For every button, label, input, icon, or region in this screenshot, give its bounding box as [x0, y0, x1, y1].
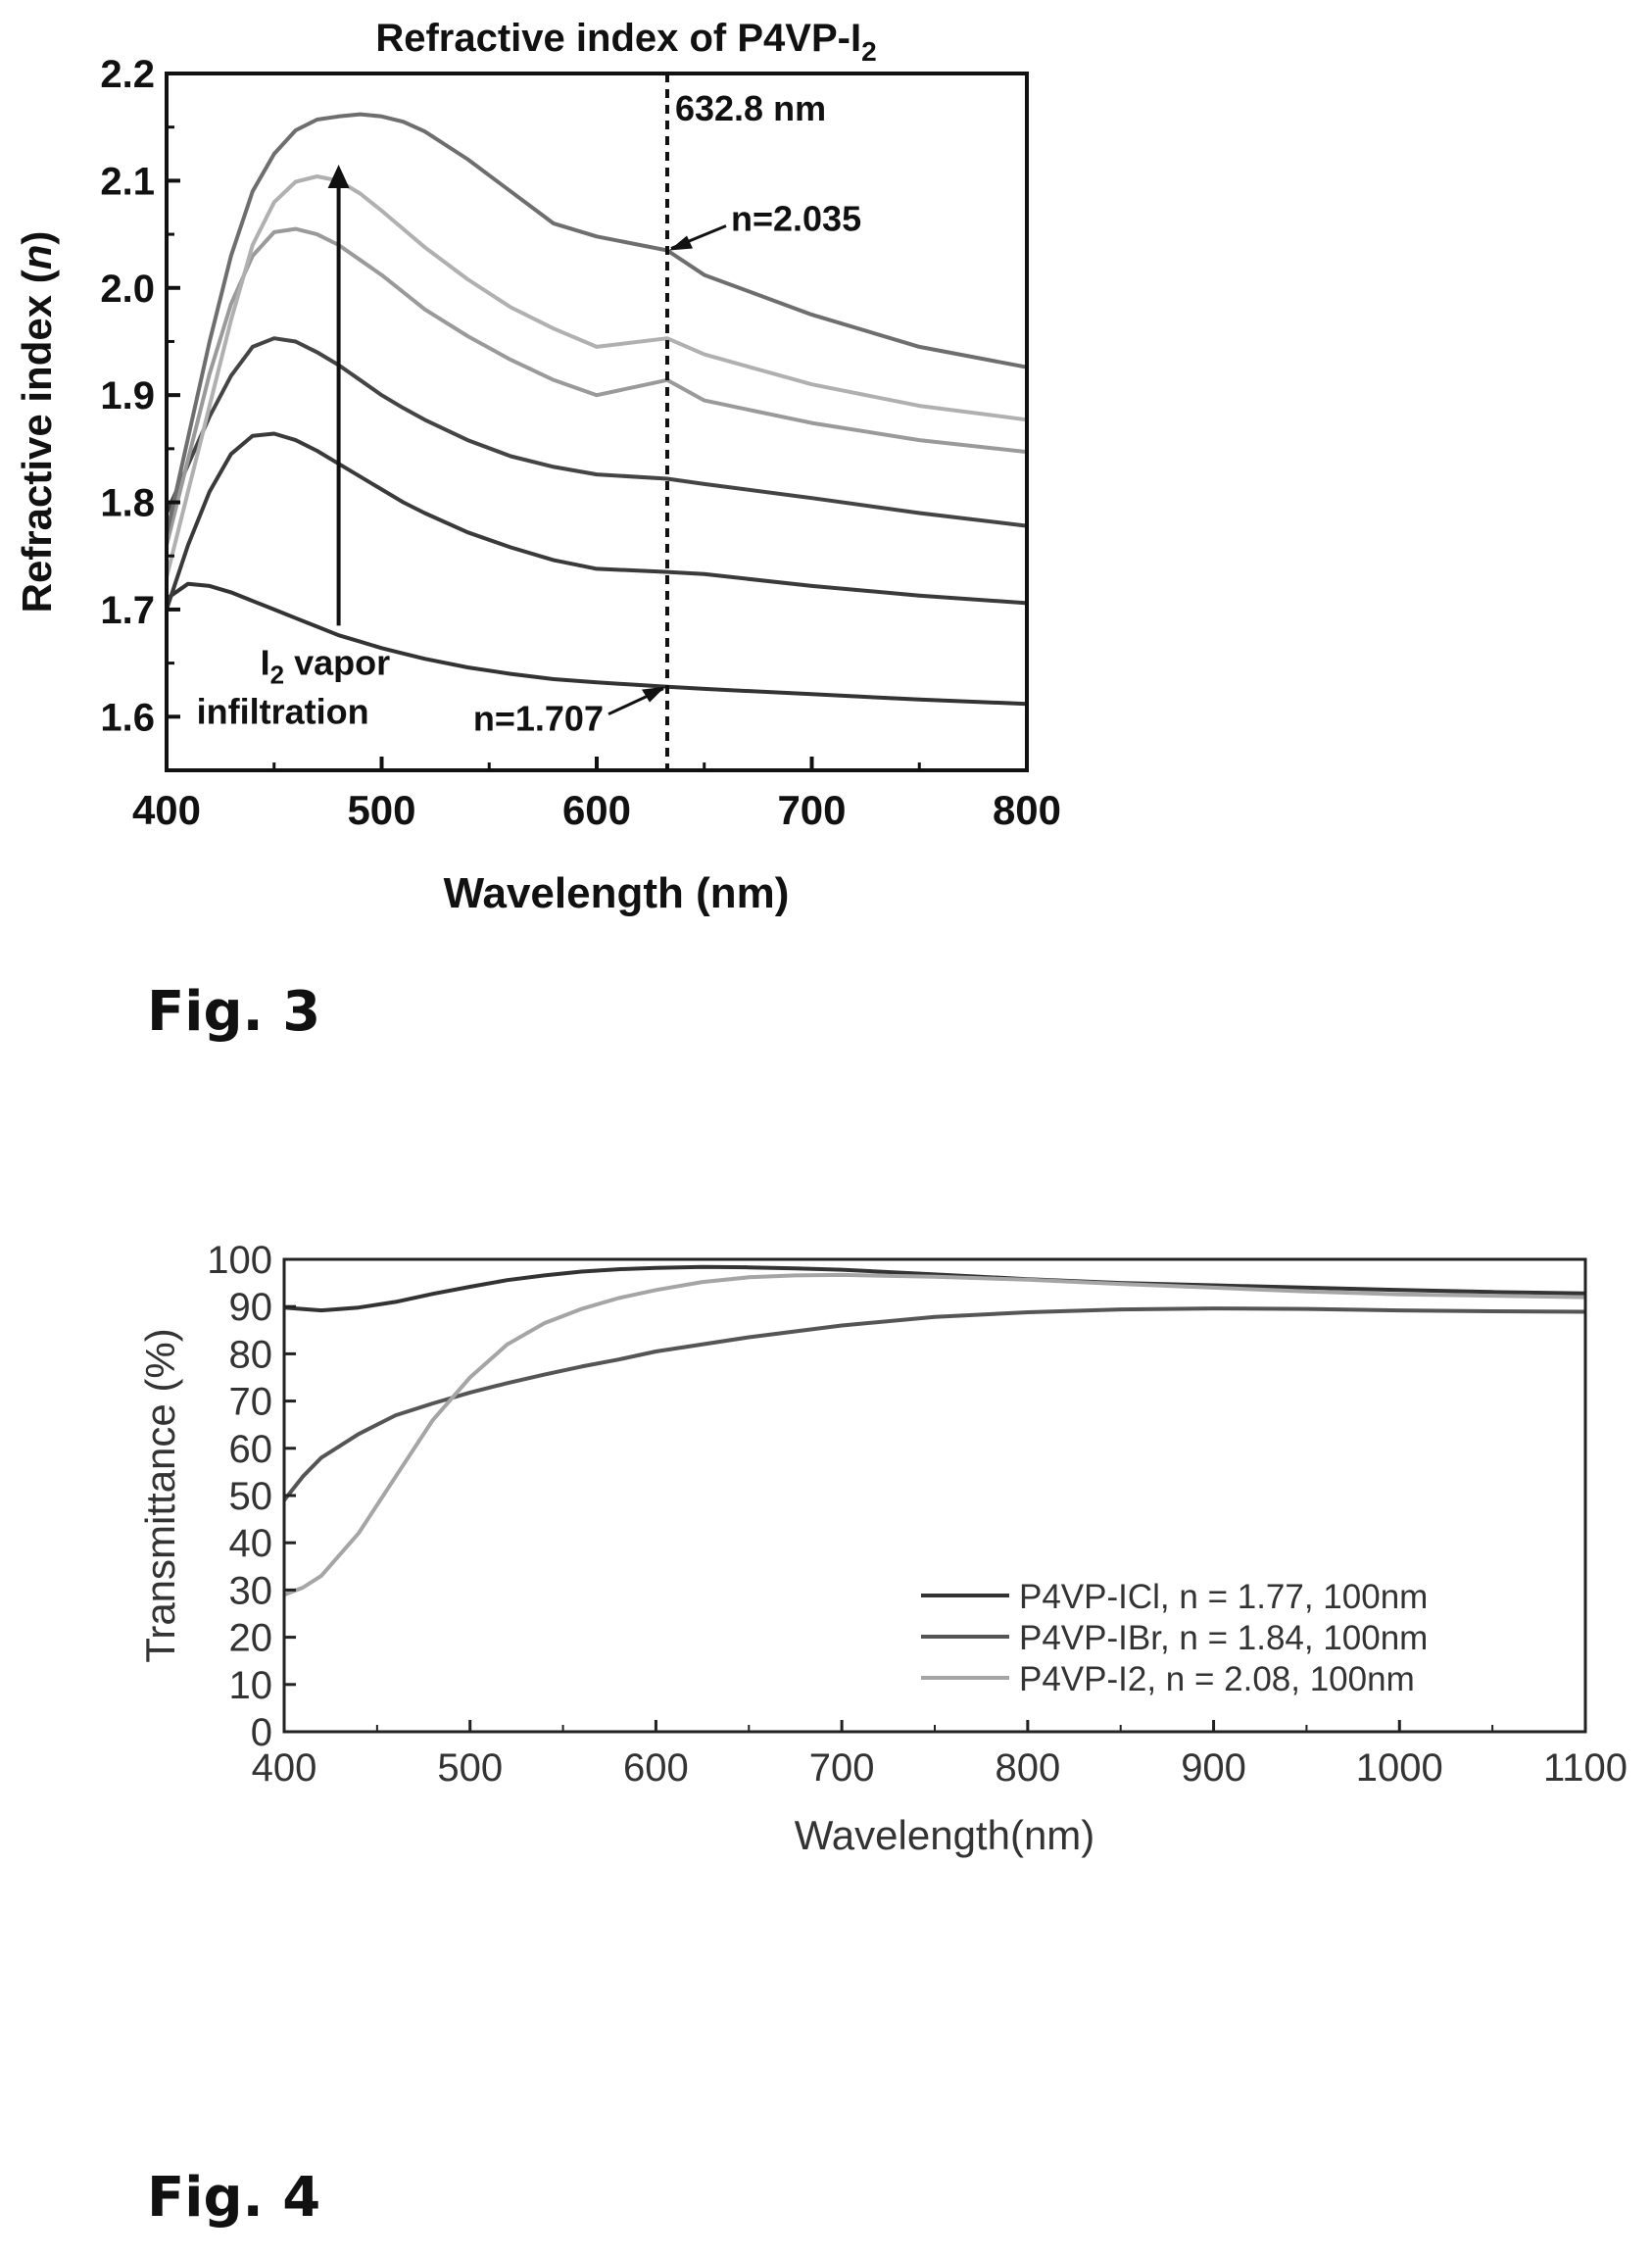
- y-tick-label: 20: [229, 1617, 273, 1660]
- x-tick-label: 600: [562, 787, 631, 833]
- y-tick-label: 1.9: [100, 374, 155, 417]
- y-tick-label: 10: [229, 1664, 273, 1707]
- y-axis-label: Refractive index (n): [14, 231, 60, 614]
- series-line-1: [165, 581, 1028, 707]
- figure-4-label: Fig. 4: [147, 2166, 321, 2230]
- legend-label: P4VP-IBr, n = 1.84, 100nm: [1019, 1619, 1428, 1657]
- x-tick-label: 700: [809, 1746, 875, 1790]
- y-tick-label: 60: [229, 1428, 273, 1471]
- y-tick-label: 1.6: [100, 696, 155, 739]
- x-tick-label: 500: [347, 787, 415, 833]
- y-tick-label: 50: [229, 1475, 273, 1518]
- series-line-2: [165, 431, 1028, 611]
- x-tick-label: 1100: [1543, 1746, 1628, 1790]
- y-tick-label: 2.1: [100, 160, 155, 203]
- legend-label: P4VP-ICl, n = 1.77, 100nm: [1019, 1578, 1428, 1616]
- series-line-6: [165, 112, 1028, 535]
- annotation-arrowhead-lower: [641, 686, 665, 703]
- y-tick-label: 1.8: [100, 482, 155, 525]
- series-line-4: [165, 226, 1028, 546]
- series-line-3: [165, 336, 1028, 528]
- annotation-upper-label: n=2.035: [731, 198, 861, 238]
- series-line-2: [282, 1306, 1586, 1502]
- plot-lines: [165, 112, 1028, 707]
- infiltration-label-line1: I2 vapor: [261, 642, 391, 689]
- y-tick-label: 90: [229, 1286, 273, 1329]
- x-axis-label: Wavelength (nm): [444, 869, 790, 917]
- wavelength-marker-label: 632.8 nm: [675, 88, 826, 128]
- x-tick-label: 500: [437, 1746, 503, 1790]
- x-tick-label: 900: [1181, 1746, 1246, 1790]
- infiltration-label-line2: infiltration: [197, 691, 369, 731]
- x-tick-label: 800: [993, 787, 1061, 833]
- x-tick-label: 800: [995, 1746, 1060, 1790]
- x-tick-label: 1000: [1356, 1746, 1443, 1790]
- x-tick-label: 700: [777, 787, 846, 833]
- figure-3-chart: 632.8 nm n=2.035 n=1.707 I2 vaporinfiltrati…: [14, 17, 1061, 917]
- x-tick-label: 600: [623, 1746, 689, 1790]
- plot-lines: [282, 1264, 1586, 1597]
- y-tick-label: 100: [207, 1239, 272, 1282]
- y-tick-label: 30: [229, 1569, 273, 1612]
- y-tick-label: 0: [251, 1711, 272, 1754]
- annotations: 632.8 nm n=2.035 n=1.707 I2 vaporinfiltrati…: [197, 74, 861, 770]
- series-line-3: [283, 1272, 1586, 1597]
- chart-title: Refractive index of P4VP-I2: [375, 17, 876, 67]
- y-tick-label: 2.0: [100, 268, 155, 311]
- axes: 400 500 600 700 800 1.6 1.7 1.8 1.9 2.0 2.1 2.2: [100, 53, 1061, 833]
- legend-label: P4VP-I2, n = 2.08, 100nm: [1019, 1660, 1415, 1698]
- annotation-lower-label: n=1.707: [473, 699, 604, 739]
- figure-3-label: Fig. 3: [147, 980, 321, 1044]
- series-line-1: [283, 1264, 1586, 1313]
- y-tick-label: 40: [229, 1522, 273, 1565]
- y-tick-label: 80: [229, 1333, 273, 1376]
- annotation-arrowhead-upper: [668, 235, 693, 251]
- x-axis-label: Wavelength(nm): [795, 1812, 1095, 1858]
- infiltration-arrowhead: [327, 164, 350, 188]
- series-line-5: [165, 174, 1028, 578]
- y-axis-label: Transmittance (%): [137, 1328, 183, 1663]
- x-tick-label: 400: [252, 1746, 317, 1790]
- y-tick-label: 70: [229, 1381, 273, 1424]
- y-tick-label: 1.7: [100, 589, 155, 632]
- x-tick-label: 400: [132, 787, 201, 833]
- y-tick-label: 2.2: [100, 53, 155, 96]
